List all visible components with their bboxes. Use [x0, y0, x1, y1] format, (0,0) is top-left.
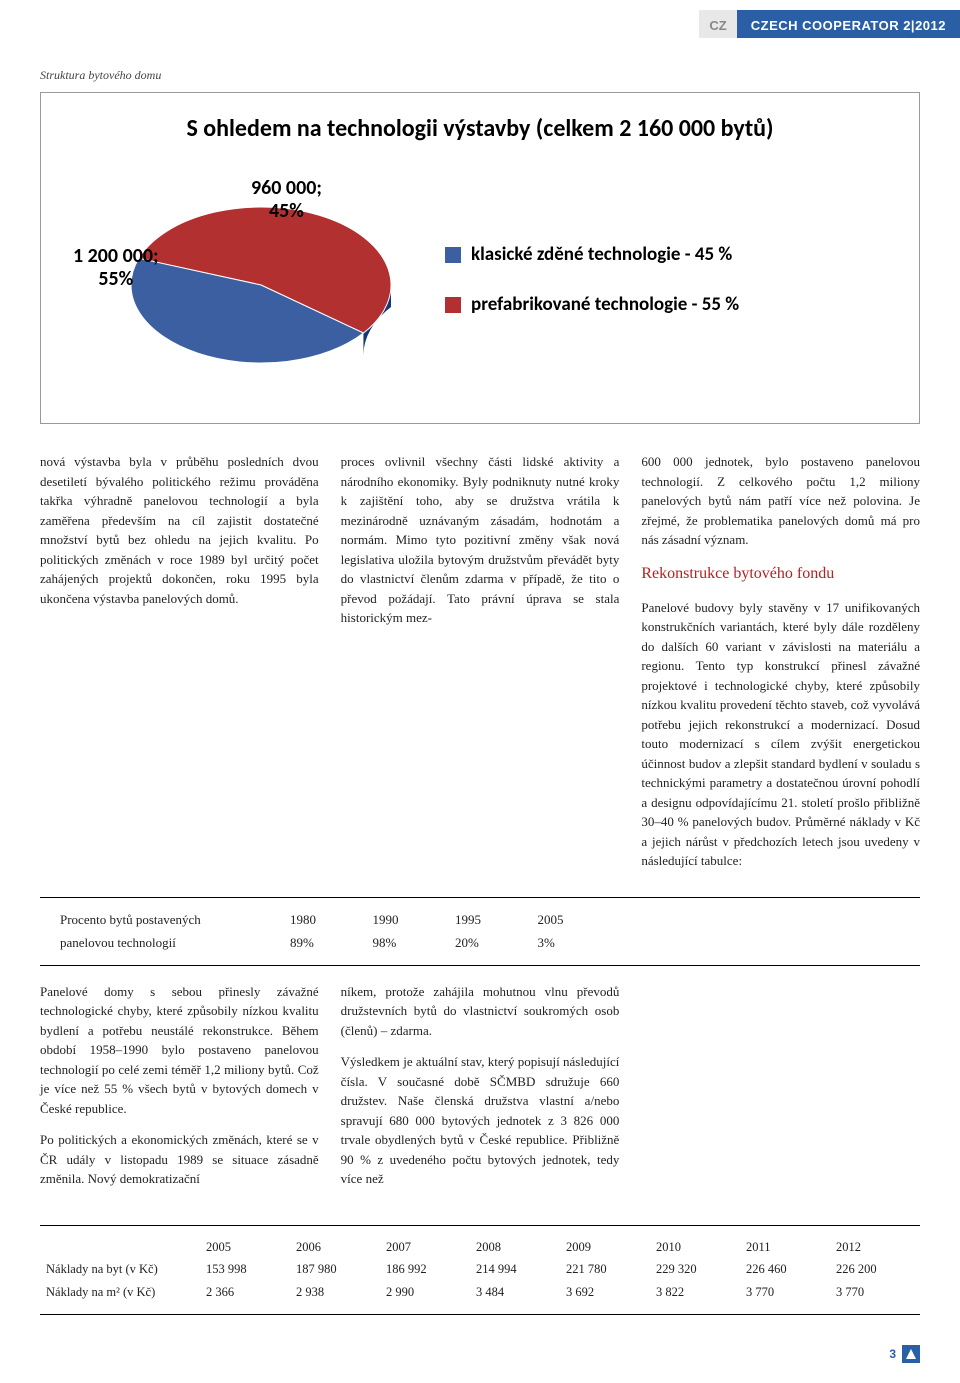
table-cell: Náklady na m² (v Kč) [40, 1281, 200, 1304]
column-3: 600 000 jednotek, bylo postaveno panelov… [641, 452, 920, 883]
legend-swatch-blue [445, 247, 461, 263]
table-row: 20052006200720082009201020112012 [40, 1236, 920, 1259]
legend-item: prefabrikované technologie - 55 % [445, 291, 739, 320]
table-cell: 2007 [380, 1236, 470, 1259]
column-1: Panelové domy s sebou přinesly závažné t… [40, 982, 319, 1201]
table-cell: Procento bytů postavených [60, 908, 290, 932]
table-cell: 221 780 [560, 1258, 650, 1281]
section-label: Struktura bytového domu [40, 66, 960, 84]
table-cell: 2010 [650, 1236, 740, 1259]
table-cell: 2006 [290, 1236, 380, 1259]
page-footer: 3 [0, 1345, 920, 1363]
table-cell: 229 320 [650, 1258, 740, 1281]
header-lang-badge: CZ [699, 10, 736, 38]
table-cell: 2 366 [200, 1281, 290, 1304]
paragraph: nová výstavba byla v průběhu posledních … [40, 452, 319, 608]
table-cell: panelovou technologií [60, 931, 290, 955]
paragraph: Panelové budovy byly stavěny v 17 unifik… [641, 598, 920, 871]
cost-table: 20052006200720082009201020112012Náklady … [40, 1225, 920, 1315]
table-row: Náklady na byt (v Kč)153 998187 980186 9… [40, 1258, 920, 1281]
table-cell: 2005 [200, 1236, 290, 1259]
page-header: CZ CZECH COOPERATOR 2|2012 [0, 10, 960, 38]
header-title: CZECH COOPERATOR 2|2012 [737, 10, 960, 38]
table-cell: 1995 [455, 908, 538, 932]
table-cell: 20% [455, 931, 538, 955]
chart-legend: klasické zděné technologie - 45 % prefab… [445, 241, 739, 320]
pie-chart-box: S ohledem na technologii výstavby (celke… [40, 92, 920, 424]
table-cell: 3 770 [740, 1281, 830, 1304]
paragraph: Po politických a ekonomických změnách, k… [40, 1130, 319, 1189]
pie-chart: 1 200 000; 55% 960 000; 45% [61, 165, 421, 395]
legend-swatch-red [445, 297, 461, 313]
table-row: panelovou technologií 89% 98% 20% 3% [60, 931, 620, 955]
table-cell: 3 692 [560, 1281, 650, 1304]
table-cell: 89% [290, 931, 373, 955]
table-cell: 3 770 [830, 1281, 920, 1304]
table-cell: 3 822 [650, 1281, 740, 1304]
table-cell: Náklady na byt (v Kč) [40, 1258, 200, 1281]
table-cell: 98% [373, 931, 456, 955]
subheading: Rekonstrukce bytového fondu [641, 562, 920, 586]
table-cell: 226 200 [830, 1258, 920, 1281]
table-cell: 2012 [830, 1236, 920, 1259]
table-cell: 186 992 [380, 1258, 470, 1281]
table-cell: 3 484 [470, 1281, 560, 1304]
pie-slice-label-blue: 960 000; 45% [251, 177, 322, 223]
paragraph: níkem, protože zahájila mohutnou vlnu př… [341, 982, 620, 1041]
table-cell: 187 980 [290, 1258, 380, 1281]
body-columns-top: nová výstavba byla v průběhu posledních … [40, 452, 920, 883]
table-cell: 2009 [560, 1236, 650, 1259]
table-cell: 153 998 [200, 1258, 290, 1281]
page-number: 3 [889, 1345, 896, 1363]
table-cell: 214 994 [470, 1258, 560, 1281]
table-cell: 2005 [538, 908, 621, 932]
paragraph: 600 000 jednotek, bylo postaveno panelov… [641, 452, 920, 550]
paragraph: proces ovlivnil všechny části lidské akt… [341, 452, 620, 628]
table-cell: 3% [538, 931, 621, 955]
table-cell: 2 990 [380, 1281, 470, 1304]
footer-logo-icon [902, 1345, 920, 1363]
legend-text: prefabrikované technologie - 55 % [471, 291, 739, 320]
percentage-table: Procento bytů postavených 1980 1990 1995… [40, 897, 920, 966]
table-cell: 2008 [470, 1236, 560, 1259]
table-cell: 2011 [740, 1236, 830, 1259]
column-2: níkem, protože zahájila mohutnou vlnu př… [341, 982, 620, 1201]
chart-title: S ohledem na technologii výstavby (celke… [61, 111, 899, 147]
table-row: Náklady na m² (v Kč)2 3662 9382 9903 484… [40, 1281, 920, 1304]
column-3 [641, 982, 920, 1201]
body-columns-bottom: Panelové domy s sebou přinesly závažné t… [40, 982, 920, 1201]
table-cell: 1980 [290, 908, 373, 932]
column-2: proces ovlivnil všechny části lidské akt… [341, 452, 620, 883]
legend-item: klasické zděné technologie - 45 % [445, 241, 739, 270]
table-row: Procento bytů postavených 1980 1990 1995… [60, 908, 620, 932]
table-cell: 1990 [373, 908, 456, 932]
paragraph: Panelové domy s sebou přinesly závažné t… [40, 982, 319, 1119]
paragraph: Výsledkem je aktuální stav, který popisu… [341, 1052, 620, 1189]
column-1: nová výstavba byla v průběhu posledních … [40, 452, 319, 883]
table-cell: 2 938 [290, 1281, 380, 1304]
pie-slice-label-red: 1 200 000; 55% [73, 245, 159, 291]
legend-text: klasické zděné technologie - 45 % [471, 241, 732, 270]
table-cell: 226 460 [740, 1258, 830, 1281]
